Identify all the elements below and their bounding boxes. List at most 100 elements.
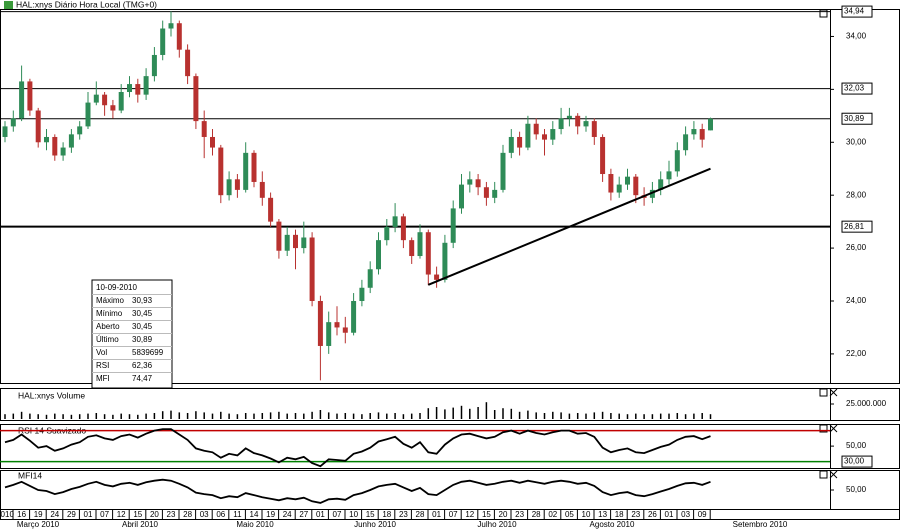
volume-bar	[369, 413, 371, 419]
volume-bar	[303, 413, 305, 419]
info-value: 30,89	[132, 335, 153, 344]
volume-bar	[319, 410, 322, 419]
volume-bar	[386, 413, 388, 419]
x-tick-label: 10	[349, 510, 358, 519]
volume-bar	[20, 411, 23, 419]
volume-bar	[684, 414, 687, 419]
candle-body	[93, 94, 99, 103]
volume-bar	[195, 411, 197, 419]
candle-body	[616, 184, 622, 193]
candle-body	[625, 176, 630, 185]
y-tick-label: 30,00	[846, 137, 867, 146]
candle-body	[110, 105, 116, 111]
month-label: Março 2010	[17, 520, 60, 529]
candle-body	[218, 147, 224, 196]
volume-bar	[278, 411, 280, 419]
volume-bar	[294, 413, 297, 419]
level-label-box	[841, 82, 873, 95]
volume-bar	[610, 413, 612, 419]
volume-bar	[128, 414, 131, 419]
x-tick-label: 2010	[0, 510, 14, 519]
candle-body	[334, 322, 340, 328]
candle-body	[251, 152, 257, 182]
candle-body	[708, 118, 713, 131]
volume-bar	[170, 410, 172, 419]
candle-body	[674, 150, 680, 172]
close-icon	[829, 470, 838, 479]
candle-body	[442, 242, 448, 280]
level-label-box	[841, 220, 873, 233]
x-tick-label: 01	[665, 510, 674, 519]
x-tick-label: 07	[100, 510, 109, 519]
volume-bar	[643, 414, 645, 419]
x-tick-label: 03	[200, 510, 209, 519]
month-label: Setembro 2010	[733, 520, 788, 529]
volume-bar	[228, 413, 230, 419]
info-value: 30,93	[132, 296, 153, 305]
info-key: Vol	[96, 348, 107, 357]
x-tick-label: 12	[465, 510, 474, 519]
volume-bar	[161, 411, 164, 419]
candle-body	[542, 134, 547, 140]
info-value: 5839699	[132, 348, 164, 357]
volume-bar	[626, 414, 629, 419]
candle-body	[317, 300, 323, 346]
volume-bar	[153, 413, 156, 419]
volume-bar	[402, 414, 405, 419]
volume-bar	[535, 412, 537, 419]
candle-body	[35, 110, 41, 143]
candle-body	[400, 216, 406, 241]
candle-body	[2, 126, 8, 137]
x-tick-label: 28	[183, 510, 192, 519]
candle-body	[459, 184, 464, 209]
y-tick-label: 50,00	[846, 485, 867, 494]
level-label: 32,03	[844, 84, 865, 93]
x-tick-label: 06	[216, 510, 225, 519]
candle-body	[243, 152, 249, 190]
candle-body	[276, 221, 282, 251]
volume-bar	[211, 413, 214, 419]
volume-bar	[601, 411, 604, 419]
candle-body	[575, 115, 581, 127]
candle-body	[392, 216, 398, 227]
panel-title: MFI14	[18, 470, 42, 480]
info-key: Máximo	[96, 296, 125, 305]
candle-body	[492, 189, 498, 198]
candle-body	[517, 136, 523, 148]
candle-body	[234, 179, 240, 190]
candle-body	[193, 76, 199, 122]
info-key: Último	[96, 335, 119, 344]
candle-body	[151, 54, 157, 77]
app-icon	[4, 1, 13, 9]
info-value: 30,45	[132, 322, 153, 331]
x-tick-label: 24	[283, 510, 292, 519]
volume-bar	[95, 413, 98, 419]
window-icon	[819, 388, 828, 397]
candle-body	[591, 121, 597, 137]
candle-body	[176, 23, 182, 50]
volume-bar	[361, 414, 363, 419]
volume-bar	[4, 414, 6, 419]
volume-bar	[510, 408, 513, 419]
candle-body	[649, 189, 655, 198]
y-tick-label: 24,00	[846, 296, 867, 305]
x-tick-label: 20	[150, 510, 159, 519]
month-label: Julho 2010	[477, 520, 517, 529]
x-tick-label: 18	[615, 510, 624, 519]
candle-body	[19, 81, 25, 119]
x-tick-label: 10	[582, 510, 591, 519]
volume-bar	[427, 408, 430, 419]
candle-body	[118, 92, 124, 111]
volume-bar	[311, 411, 313, 419]
candle-body	[467, 179, 473, 185]
candle-body	[367, 269, 373, 288]
info-title: 10-09-2010	[96, 283, 137, 292]
level-label: 30,00	[844, 457, 865, 466]
x-tick-label: 15	[482, 510, 491, 519]
x-tick-label: 23	[399, 510, 408, 519]
volume-bar	[659, 413, 662, 419]
volume-bar	[618, 413, 620, 419]
volume-bar	[452, 407, 454, 419]
candle-body	[201, 121, 207, 137]
volume-bar	[693, 413, 695, 419]
